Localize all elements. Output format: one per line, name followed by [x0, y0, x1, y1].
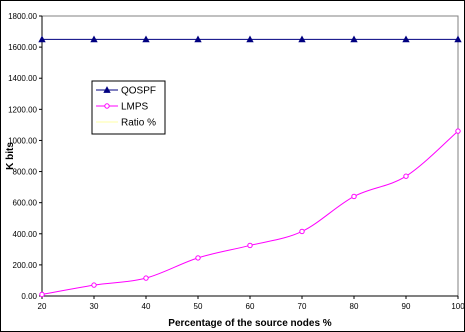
data-point	[39, 291, 45, 298]
legend-item: QOSPF	[96, 86, 156, 97]
data-point	[351, 193, 357, 200]
y-tick-label: 1200.00	[8, 105, 37, 114]
x-tick-label: 50	[194, 302, 203, 311]
x-tick-label: 80	[350, 302, 359, 311]
data-point	[402, 35, 410, 43]
series-layer	[38, 35, 462, 298]
data-point	[403, 173, 409, 179]
data-point	[91, 282, 97, 288]
data-point	[195, 255, 201, 261]
x-tick-label: 90	[402, 302, 411, 311]
data-point	[143, 275, 149, 281]
data-point	[454, 35, 462, 43]
y-tick-label: 0.00	[21, 292, 37, 301]
x-tick-label: 60	[246, 302, 255, 311]
data-point	[455, 128, 461, 134]
legend-label: QOSPF	[121, 86, 156, 97]
x-axis-ticks: 20 30 40 50 60 70 80 90 100	[38, 295, 465, 311]
data-point	[38, 35, 46, 43]
y-tick-label: 1000.00	[8, 136, 37, 145]
data-point	[299, 228, 305, 235]
x-axis-label: Percentage of the source nodes %	[168, 318, 331, 329]
y-tick-label: 200.00	[13, 261, 38, 270]
series-lmps	[39, 128, 461, 298]
legend-label: Ratio %	[121, 118, 156, 129]
y-tick-label: 800.00	[13, 168, 38, 177]
x-tick-label: 70	[298, 302, 307, 311]
x-tick-label: 30	[90, 302, 99, 311]
data-point	[246, 35, 254, 43]
y-axis-label: K bits	[5, 142, 16, 170]
legend: QOSPF LMPS Ratio %	[91, 80, 166, 135]
y-tick-label: 600.00	[13, 199, 38, 208]
x-tick-label: 40	[142, 302, 151, 311]
legend-swatch-marker	[104, 103, 110, 109]
data-point	[247, 242, 253, 249]
data-point	[350, 35, 358, 43]
plot-area	[41, 15, 459, 297]
y-tick-label: 400.00	[13, 230, 38, 239]
series-qospf	[38, 35, 462, 43]
x-tick-label: 20	[38, 302, 47, 311]
data-point	[142, 35, 150, 43]
data-point	[298, 35, 306, 43]
data-point	[194, 35, 202, 43]
legend-item: LMPS	[96, 102, 149, 113]
y-tick-label: 1800.00	[8, 12, 37, 21]
legend-swatch-marker	[103, 86, 111, 93]
legend-item: Ratio %	[96, 118, 156, 129]
data-point	[90, 35, 98, 43]
x-tick-label: 100	[451, 302, 465, 311]
y-tick-label: 1400.00	[8, 74, 37, 83]
y-tick-label: 1600.00	[8, 43, 37, 52]
y-axis-ticks: 0.00 200.00 400.00 600.00 800.00 1000.00 1200.…	[8, 12, 43, 301]
legend-label: LMPS	[121, 102, 149, 113]
